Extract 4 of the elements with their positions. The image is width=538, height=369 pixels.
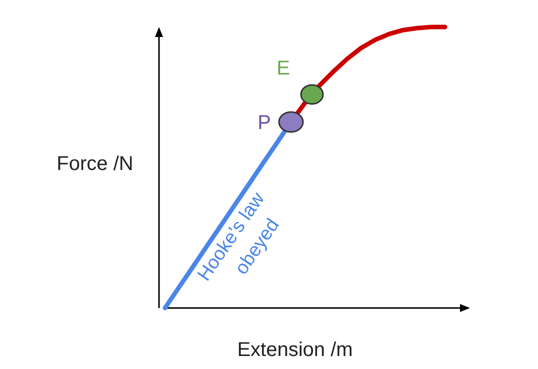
x-axis-title: Extension /m (237, 339, 353, 361)
annotation: P (258, 112, 271, 134)
y-axis-title: Force /N (56, 153, 134, 175)
annotation: E (276, 57, 290, 80)
